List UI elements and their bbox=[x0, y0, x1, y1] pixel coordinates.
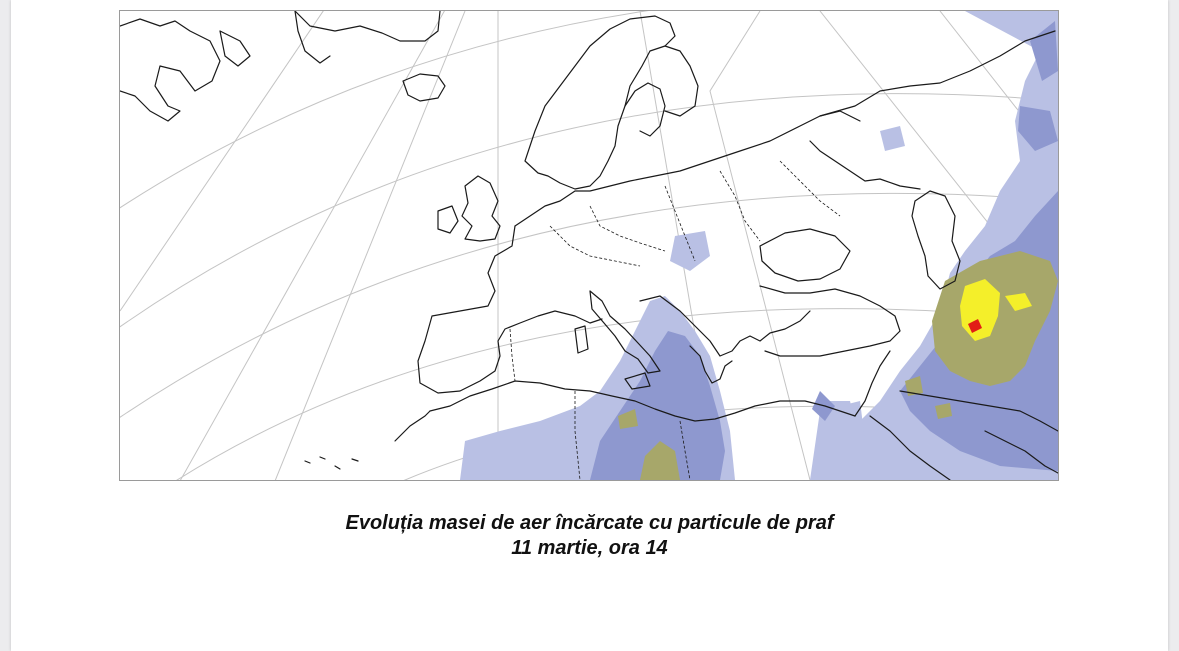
coastline-west-africa bbox=[394, 410, 431, 442]
coastline-iceland bbox=[402, 73, 446, 102]
coastline-balkans bbox=[639, 295, 811, 357]
dust-area-medium bbox=[1030, 21, 1058, 81]
border-line bbox=[589, 205, 666, 252]
dust-area-medium bbox=[1018, 106, 1058, 151]
coastline-scandinavia bbox=[524, 15, 676, 190]
coastline-scandinavia bbox=[624, 82, 666, 137]
coastline-arctic bbox=[120, 18, 221, 122]
dust-area-high bbox=[1005, 293, 1032, 311]
coastline-persian-gulf bbox=[984, 430, 1058, 474]
border-line bbox=[574, 391, 581, 480]
caption-date: 11 martie, ora 14 bbox=[511, 537, 668, 559]
dust-area-olive bbox=[905, 376, 923, 396]
longitude-line bbox=[709, 11, 811, 480]
map-canvas bbox=[120, 11, 1058, 480]
coastline-russia bbox=[819, 30, 1056, 117]
latitude-line bbox=[120, 11, 650, 209]
border-line bbox=[779, 160, 841, 217]
coastline-finland bbox=[664, 45, 699, 117]
coastline-greenland bbox=[294, 11, 331, 64]
dust-area-olive bbox=[618, 409, 638, 429]
figure-caption: Evoluția masei de aer încărcate cu parti… bbox=[11, 511, 1168, 561]
document-page: Evoluția masei de aer încărcate cu parti… bbox=[11, 0, 1168, 651]
coastline-sardinia bbox=[574, 325, 589, 354]
latitude-line bbox=[120, 93, 1058, 328]
dust-area-light bbox=[670, 231, 710, 271]
dust-area-olive bbox=[935, 403, 952, 419]
coastline-russia bbox=[809, 140, 921, 190]
coastline-islands bbox=[304, 456, 359, 470]
longitude-line bbox=[179, 11, 445, 480]
latitude-line bbox=[120, 192, 1058, 418]
coastline-ireland bbox=[437, 205, 459, 234]
border-line bbox=[719, 170, 761, 242]
coastline-levant bbox=[854, 350, 891, 417]
coastline-europe bbox=[514, 110, 861, 227]
border-line bbox=[549, 225, 641, 267]
dust-forecast-map bbox=[119, 10, 1059, 481]
dust-area-light bbox=[880, 126, 905, 151]
caption-title: Evoluția masei de aer încărcate cu parti… bbox=[345, 512, 834, 534]
coastline-greenland bbox=[294, 11, 441, 42]
longitude-line bbox=[120, 11, 324, 312]
longitude-line bbox=[274, 11, 466, 480]
coastline-caspian bbox=[911, 190, 961, 290]
coastline-north-africa bbox=[429, 380, 856, 422]
coastline-red-sea bbox=[869, 415, 951, 480]
border-line bbox=[509, 328, 516, 382]
latitude-line bbox=[176, 308, 1058, 480]
coastline-arctic bbox=[219, 30, 251, 67]
border-line bbox=[679, 420, 691, 480]
dust-area-medium bbox=[590, 331, 725, 480]
border-line bbox=[664, 185, 696, 262]
coastline-arabia bbox=[899, 390, 1058, 432]
coastline-europe bbox=[417, 225, 603, 394]
coastline-anatolia bbox=[759, 285, 901, 357]
coastline-britain bbox=[461, 175, 501, 242]
coastline-sicily bbox=[624, 372, 651, 390]
dust-area-peak bbox=[968, 319, 982, 333]
dust-area-olive bbox=[640, 441, 680, 480]
coastline-greece bbox=[689, 345, 733, 384]
coastline-italy bbox=[589, 290, 661, 374]
coastline-black-sea bbox=[759, 228, 851, 282]
